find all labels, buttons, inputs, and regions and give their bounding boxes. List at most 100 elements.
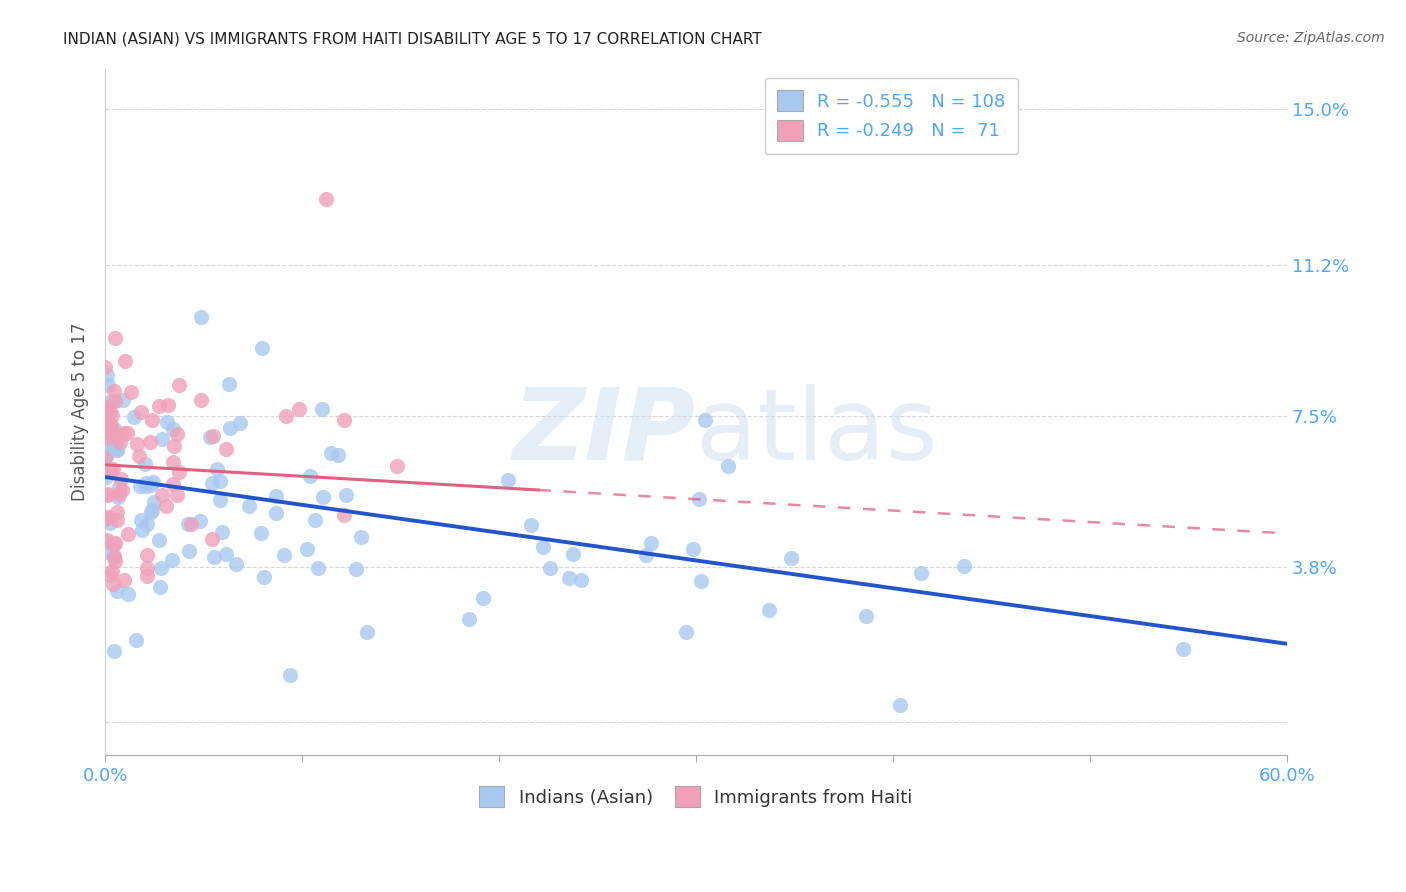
Point bbox=[135, 569, 157, 583]
Point bbox=[319, 446, 342, 460]
Point bbox=[200, 430, 222, 444]
Point bbox=[177, 517, 200, 532]
Point bbox=[209, 474, 232, 488]
Point bbox=[96, 533, 118, 547]
Point bbox=[96, 445, 118, 459]
Point bbox=[311, 401, 333, 416]
Point bbox=[100, 417, 122, 432]
Y-axis label: Disability Age 5 to 17: Disability Age 5 to 17 bbox=[72, 323, 89, 501]
Point bbox=[117, 587, 139, 601]
Point bbox=[148, 533, 170, 547]
Point bbox=[150, 560, 173, 574]
Point bbox=[136, 517, 159, 532]
Point bbox=[855, 608, 877, 623]
Point bbox=[117, 425, 139, 440]
Point bbox=[689, 574, 711, 588]
Point bbox=[688, 492, 710, 507]
Point bbox=[162, 422, 184, 436]
Point bbox=[101, 462, 124, 476]
Point bbox=[96, 408, 118, 422]
Point bbox=[889, 698, 911, 713]
Point bbox=[540, 561, 562, 575]
Point bbox=[162, 439, 184, 453]
Point bbox=[252, 341, 274, 355]
Point bbox=[107, 442, 129, 456]
Point bbox=[150, 432, 173, 446]
Point bbox=[167, 465, 190, 479]
Point bbox=[105, 443, 128, 458]
Point bbox=[105, 442, 128, 456]
Point bbox=[103, 549, 125, 564]
Point bbox=[160, 553, 183, 567]
Point bbox=[120, 385, 142, 400]
Point bbox=[101, 437, 124, 451]
Point bbox=[98, 567, 121, 582]
Point bbox=[135, 561, 157, 575]
Point bbox=[107, 513, 129, 527]
Point bbox=[682, 542, 704, 557]
Point bbox=[335, 488, 357, 502]
Point bbox=[105, 505, 128, 519]
Point bbox=[190, 310, 212, 324]
Text: ZIP: ZIP bbox=[513, 384, 696, 481]
Point bbox=[693, 413, 716, 427]
Point bbox=[344, 562, 367, 576]
Point bbox=[105, 430, 128, 444]
Point bbox=[215, 547, 238, 561]
Point bbox=[274, 409, 297, 424]
Point bbox=[129, 404, 152, 418]
Point bbox=[131, 524, 153, 538]
Point bbox=[207, 462, 229, 476]
Point bbox=[107, 490, 129, 504]
Point bbox=[202, 429, 225, 443]
Point bbox=[98, 417, 121, 432]
Point bbox=[1171, 642, 1194, 657]
Point bbox=[634, 548, 657, 562]
Point bbox=[112, 425, 135, 440]
Point bbox=[717, 458, 740, 473]
Point bbox=[520, 517, 543, 532]
Point bbox=[127, 437, 149, 451]
Point bbox=[135, 478, 157, 492]
Point bbox=[142, 475, 165, 490]
Point bbox=[558, 571, 581, 585]
Point bbox=[94, 450, 117, 465]
Point bbox=[758, 603, 780, 617]
Point bbox=[96, 402, 118, 417]
Point bbox=[103, 537, 125, 551]
Point bbox=[103, 394, 125, 409]
Point bbox=[141, 505, 163, 519]
Point bbox=[496, 473, 519, 487]
Point bbox=[103, 549, 125, 563]
Point bbox=[177, 543, 200, 558]
Text: INDIAN (ASIAN) VS IMMIGRANTS FROM HAITI DISABILITY AGE 5 TO 17 CORRELATION CHART: INDIAN (ASIAN) VS IMMIGRANTS FROM HAITI … bbox=[63, 31, 762, 46]
Point bbox=[264, 489, 287, 503]
Point bbox=[111, 483, 134, 497]
Point bbox=[297, 542, 319, 557]
Point bbox=[96, 368, 118, 382]
Point bbox=[273, 549, 295, 563]
Point bbox=[202, 550, 225, 565]
Point bbox=[96, 448, 118, 462]
Point bbox=[139, 435, 162, 450]
Point bbox=[103, 644, 125, 658]
Point bbox=[356, 624, 378, 639]
Point bbox=[307, 561, 329, 575]
Point bbox=[135, 549, 157, 563]
Point bbox=[134, 457, 156, 471]
Point bbox=[180, 517, 202, 532]
Point bbox=[675, 625, 697, 640]
Point bbox=[250, 525, 273, 540]
Point bbox=[96, 487, 118, 501]
Point bbox=[214, 442, 236, 456]
Point bbox=[569, 574, 592, 588]
Point bbox=[150, 488, 173, 502]
Legend: Indians (Asian), Immigrants from Haiti: Indians (Asian), Immigrants from Haiti bbox=[472, 780, 920, 814]
Point bbox=[157, 398, 180, 412]
Point bbox=[218, 421, 240, 435]
Point bbox=[156, 415, 179, 429]
Point bbox=[169, 377, 191, 392]
Point bbox=[122, 409, 145, 424]
Point bbox=[312, 491, 335, 505]
Text: atlas: atlas bbox=[696, 384, 938, 481]
